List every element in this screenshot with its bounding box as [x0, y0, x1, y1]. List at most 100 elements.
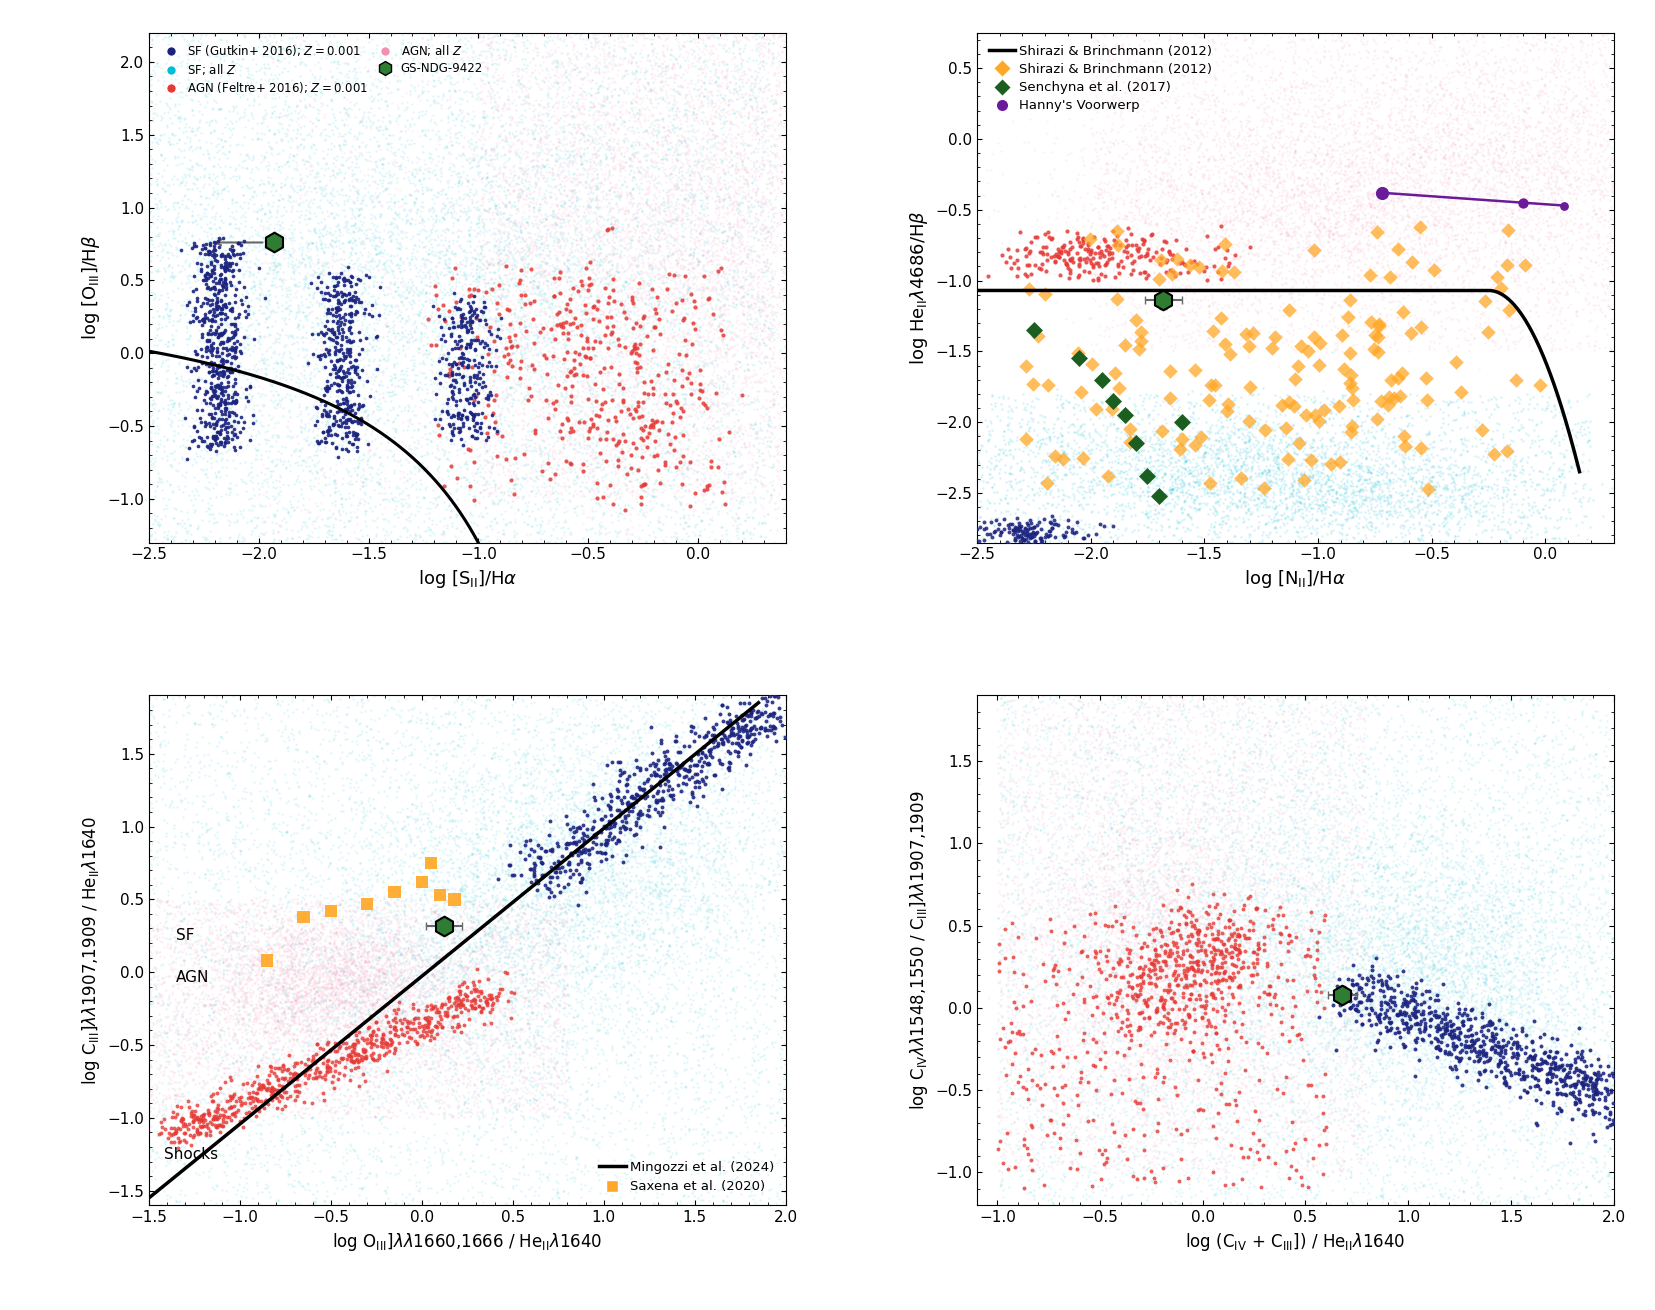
Point — [1364, 883, 1390, 904]
Point — [1311, 893, 1337, 914]
Point — [599, 916, 626, 937]
Point — [705, 156, 732, 177]
Point — [382, 969, 409, 990]
Point — [586, 31, 612, 52]
Point — [377, 971, 404, 992]
Point — [266, 253, 293, 274]
Point — [1291, 774, 1317, 795]
Point — [324, 287, 351, 308]
Point — [1192, 967, 1218, 988]
Point — [1203, 448, 1230, 469]
Point — [1139, 884, 1165, 905]
Point — [463, 1023, 490, 1044]
Point — [1524, 145, 1551, 166]
Point — [1468, 1058, 1494, 1079]
Point — [1450, 962, 1476, 982]
Point — [324, 1006, 351, 1027]
Point — [1172, 1170, 1198, 1191]
Point — [1013, 1040, 1039, 1061]
Point — [1564, 114, 1590, 135]
Point — [1413, 255, 1440, 276]
Point — [1448, 94, 1475, 115]
Point — [576, 196, 602, 217]
Point — [356, 259, 382, 280]
Point — [523, 1079, 549, 1100]
Point — [621, 97, 647, 118]
Point — [435, 702, 462, 723]
Point — [745, 266, 771, 287]
Point — [644, 996, 670, 1017]
Point — [1384, 162, 1410, 183]
Point — [1220, 347, 1246, 368]
Point — [1034, 823, 1061, 844]
Point — [1008, 741, 1034, 762]
Point — [1359, 109, 1385, 130]
Point — [1231, 47, 1258, 68]
Point — [528, 1003, 554, 1024]
Point — [1455, 990, 1481, 1011]
Point — [296, 950, 323, 971]
Point — [404, 1017, 430, 1038]
Point — [1336, 947, 1362, 968]
Point — [1028, 430, 1054, 451]
Point — [634, 384, 660, 405]
Point — [1198, 951, 1225, 972]
Point — [1147, 989, 1173, 1010]
Point — [1190, 958, 1216, 979]
Point — [1405, 1032, 1432, 1053]
Point — [1590, 1030, 1617, 1051]
Point — [804, 67, 831, 88]
Point — [1476, 1011, 1503, 1032]
Point — [1059, 228, 1086, 249]
Point — [1183, 196, 1210, 217]
Point — [592, 811, 619, 832]
Point — [493, 848, 520, 869]
Point — [1398, 504, 1425, 525]
Point — [528, 909, 554, 930]
Point — [765, 145, 791, 166]
Point — [1225, 1031, 1251, 1052]
Point — [1443, 1036, 1470, 1057]
Point — [449, 384, 475, 405]
Point — [708, 313, 735, 334]
Point — [755, 250, 781, 271]
Point — [162, 937, 189, 958]
Point — [427, 967, 453, 988]
Point — [245, 1114, 271, 1134]
Point — [513, 166, 540, 187]
Point — [1293, 117, 1319, 138]
Point — [1215, 401, 1241, 422]
Point — [1225, 719, 1251, 740]
Point — [664, 173, 690, 194]
Point — [680, 422, 707, 443]
Point — [700, 35, 727, 56]
Point — [746, 1047, 773, 1068]
Point — [1099, 740, 1125, 761]
Point — [1134, 1129, 1160, 1150]
Point — [1154, 204, 1180, 225]
Point — [326, 954, 353, 975]
Point — [1241, 52, 1268, 73]
Point — [568, 842, 594, 863]
Point — [1177, 485, 1203, 506]
Point — [237, 1061, 263, 1082]
Point — [449, 1073, 475, 1094]
Point — [563, 920, 589, 941]
Point — [1177, 962, 1203, 982]
Point — [374, 934, 401, 955]
Point — [723, 55, 750, 76]
Point — [1206, 897, 1233, 918]
Point — [285, 1064, 311, 1085]
Point — [1235, 88, 1261, 109]
Point — [1021, 927, 1048, 948]
Point — [174, 791, 200, 812]
Point — [1117, 884, 1144, 905]
Point — [412, 417, 439, 438]
Point — [780, 207, 806, 228]
Point — [1213, 1069, 1240, 1090]
Point — [1319, 1013, 1346, 1034]
Point — [684, 132, 710, 153]
Point — [745, 117, 771, 138]
Point — [1117, 1045, 1144, 1066]
Point — [1301, 937, 1327, 958]
